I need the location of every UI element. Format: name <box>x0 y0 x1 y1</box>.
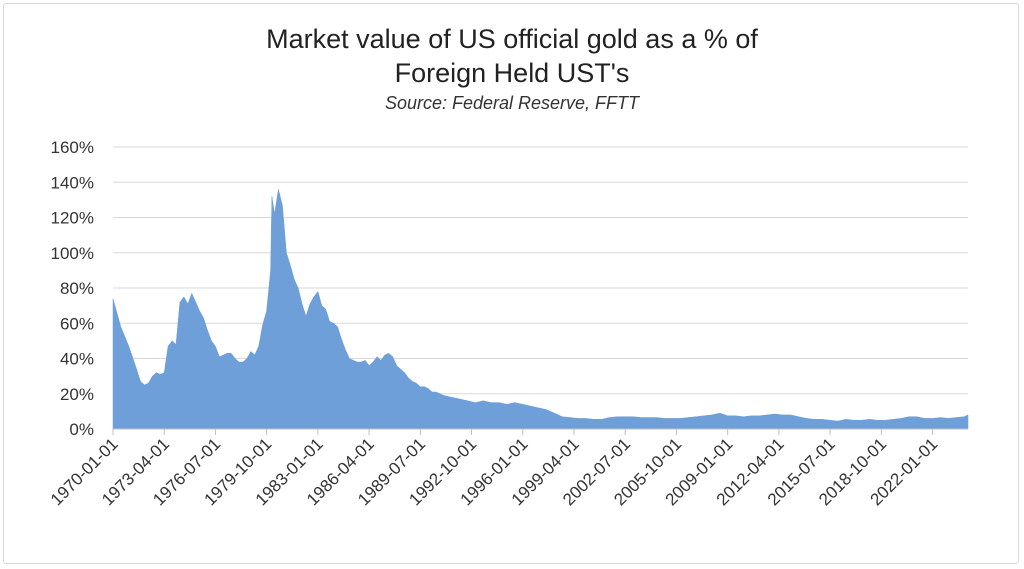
y-tick-label: 40% <box>60 350 94 369</box>
y-tick-label: 80% <box>60 279 94 298</box>
y-tick-label: 140% <box>51 173 94 192</box>
y-tick-label: 160% <box>51 138 94 157</box>
area-series <box>112 189 969 430</box>
chart-frame <box>3 3 1019 564</box>
y-tick-label: 120% <box>51 209 94 228</box>
x-axis: 1970-01-011973-04-011976-07-011979-10-01… <box>47 428 968 509</box>
y-tick-label: 100% <box>51 244 94 263</box>
y-tick-label: 20% <box>60 385 94 404</box>
chart-title-line1: Market value of US official gold as a % … <box>266 24 758 54</box>
chart-subtitle: Source: Federal Reserve, FFTT <box>384 93 640 113</box>
y-axis-labels: 0% 20% 40% 60% 80% 100% 120% 140% 160% <box>51 138 94 439</box>
gridlines <box>113 146 968 395</box>
y-tick-label: 60% <box>60 314 94 333</box>
y-tick-label: 0% <box>69 420 94 439</box>
chart-title-line2: Foreign Held UST's <box>394 58 630 88</box>
